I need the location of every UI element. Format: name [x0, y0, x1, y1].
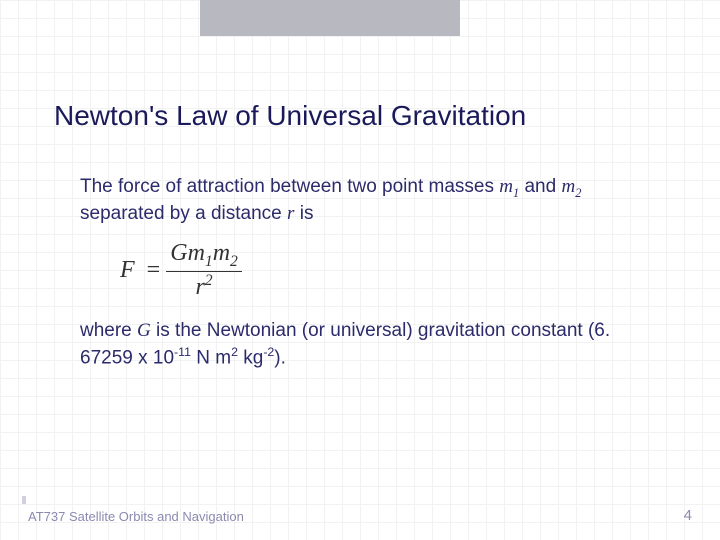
exponent: -11 — [174, 345, 191, 359]
formula-block: F = Gm1m2 r2 — [120, 241, 660, 300]
unit-sup: -2 — [263, 345, 274, 359]
text: The force of attraction between two poin… — [80, 176, 499, 197]
formula-numerator: Gm1m2 — [166, 241, 242, 272]
formula-equals: = — [147, 257, 161, 284]
gravitation-formula: F = Gm1m2 r2 — [120, 241, 242, 300]
formula-F: F — [120, 257, 135, 284]
text: ). — [274, 347, 286, 368]
footer-page-number: 4 — [684, 507, 692, 524]
formula-denominator: r2 — [191, 272, 216, 300]
var-G: G — [137, 320, 151, 341]
text: N m — [191, 347, 231, 368]
var-m1: m1 — [499, 176, 519, 197]
formula-fraction: Gm1m2 r2 — [166, 241, 242, 300]
text: where — [80, 320, 137, 341]
text: kg — [238, 347, 263, 368]
text: and — [519, 176, 561, 197]
slide-title: Newton's Law of Universal Gravitation — [54, 100, 660, 132]
text: separated by a distance — [80, 203, 287, 224]
text: is the Newtonian (or universal) gravitat… — [80, 320, 610, 368]
footer-course: AT737 Satellite Orbits and Navigation — [28, 509, 244, 524]
constant-paragraph: where G is the Newtonian (or universal) … — [80, 318, 640, 371]
intro-paragraph: The force of attraction between two poin… — [80, 174, 640, 227]
text: is — [294, 203, 313, 224]
unit-sup: 2 — [231, 345, 238, 359]
var-m2: m2 — [561, 176, 581, 197]
slide-content: Newton's Law of Universal Gravitation Th… — [0, 0, 720, 540]
